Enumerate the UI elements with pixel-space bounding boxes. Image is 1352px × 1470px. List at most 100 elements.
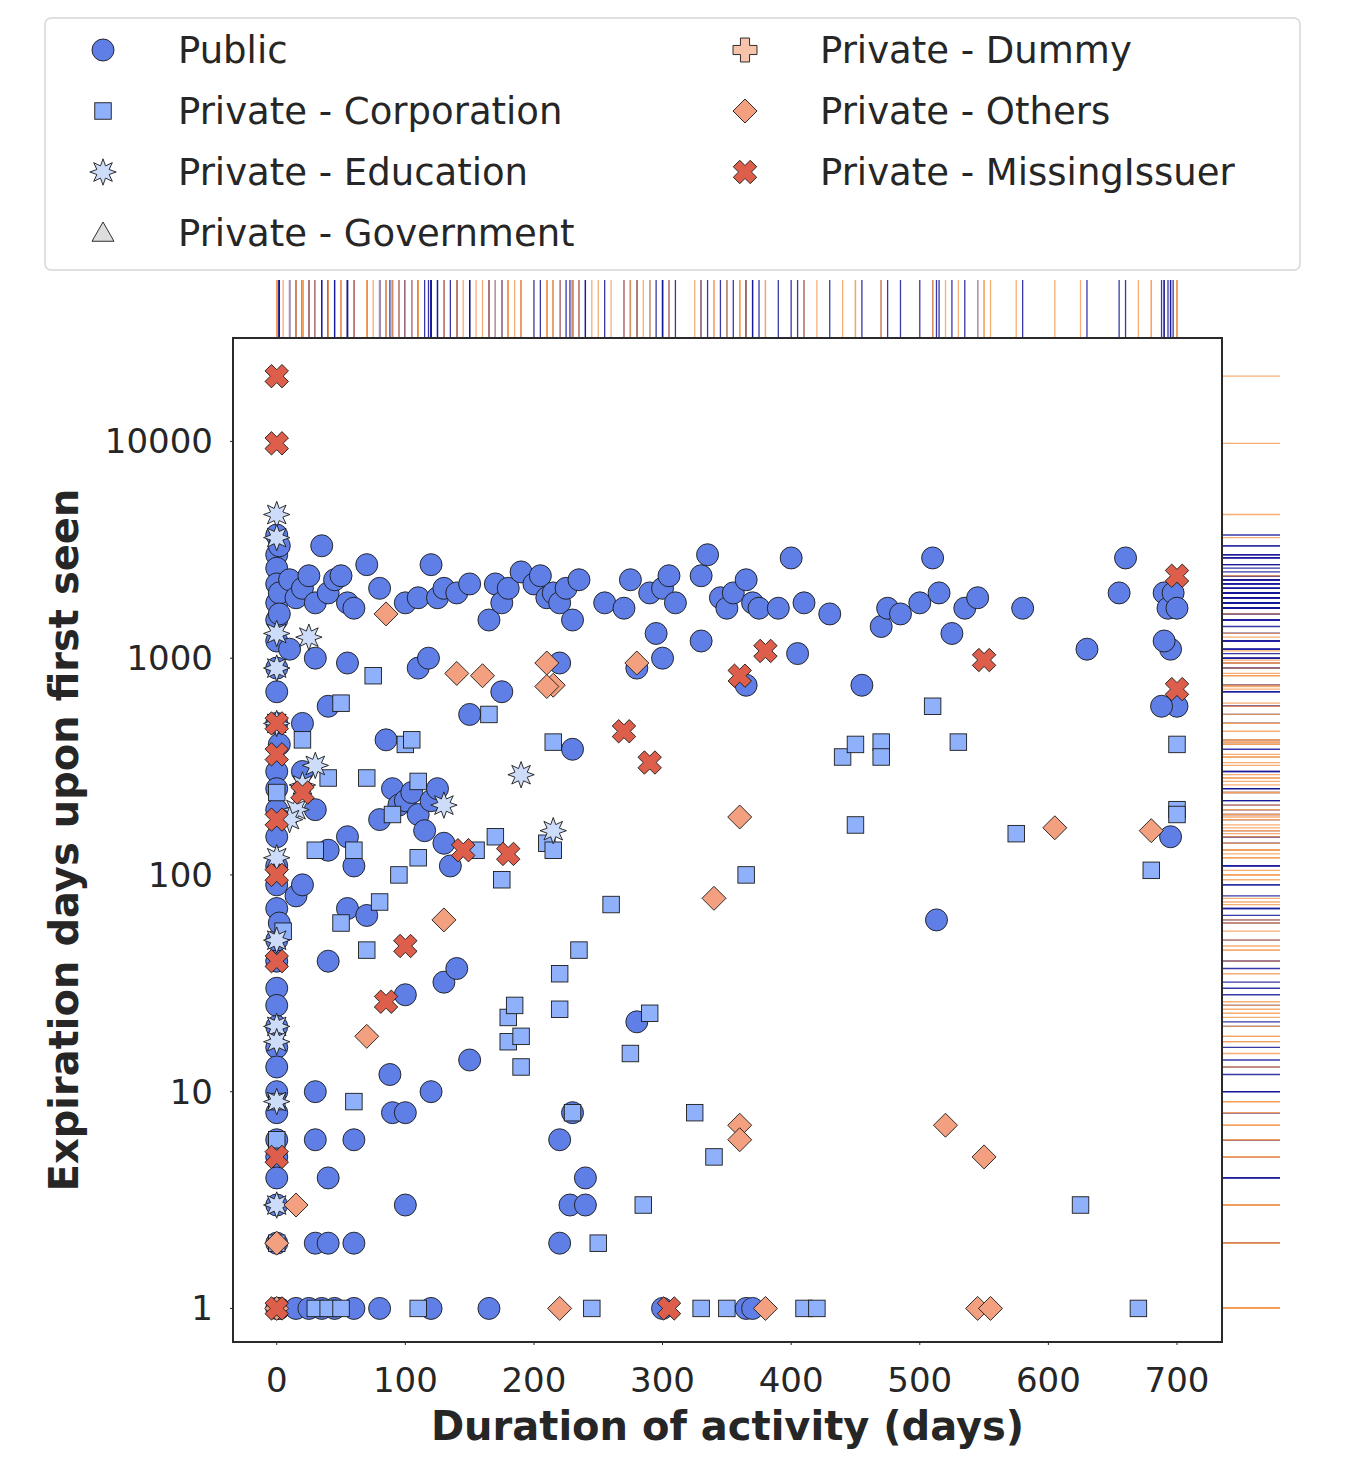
rug-tick	[1222, 597, 1280, 598]
legend-marker	[733, 99, 757, 123]
rug-tick	[276, 280, 277, 338]
rug-tick	[1222, 1009, 1280, 1010]
rug-right	[1222, 376, 1280, 1308]
rug-tick	[1222, 850, 1280, 851]
rug-tick	[276, 280, 277, 338]
rug-tick	[428, 280, 429, 338]
point	[279, 638, 301, 660]
point	[365, 667, 382, 684]
rug-tick	[881, 280, 882, 338]
rug-tick	[276, 280, 277, 338]
x-tick-label: 0	[266, 1360, 288, 1400]
rug-tick	[604, 280, 605, 338]
rug-tick	[1222, 557, 1280, 558]
point	[652, 647, 674, 669]
rug-tick	[1222, 557, 1280, 558]
rug-tick	[1163, 280, 1164, 338]
rug-tick	[1222, 1101, 1280, 1102]
x-tick-label: 700	[1145, 1360, 1210, 1400]
rug-tick	[1176, 280, 1177, 338]
point	[754, 639, 777, 662]
point	[584, 1300, 601, 1317]
rug-tick	[1222, 744, 1280, 745]
rug-tick	[328, 280, 329, 338]
point	[506, 997, 523, 1014]
rug-tick	[1222, 1139, 1280, 1140]
rug-tick	[276, 280, 277, 338]
rug-tick	[1222, 1112, 1280, 1113]
rug-tick	[1222, 608, 1280, 609]
point	[330, 565, 352, 587]
rug-tick	[443, 280, 444, 338]
rug-tick	[508, 280, 509, 338]
rug-tick	[1222, 1101, 1280, 1102]
rug-tick	[1222, 1204, 1280, 1205]
rug-tick	[1222, 961, 1280, 962]
rug-tick	[1222, 608, 1280, 609]
rug-tick	[1222, 592, 1280, 593]
rug-tick	[276, 280, 277, 338]
rug-tick	[1222, 1243, 1280, 1244]
rug-tick	[1222, 619, 1280, 620]
rug-tick	[276, 280, 277, 338]
point	[394, 1102, 416, 1124]
rug-tick	[1222, 865, 1280, 866]
rug-tick	[1222, 814, 1280, 815]
rug-tick	[1222, 673, 1280, 674]
rug-tick	[1222, 1074, 1280, 1075]
point	[950, 734, 967, 751]
rug-tick	[289, 280, 290, 338]
rug-tick	[276, 280, 277, 338]
point	[545, 734, 562, 751]
y-tick-label: 100	[148, 855, 213, 895]
rug-tick	[964, 280, 965, 338]
rug-tick	[1222, 667, 1280, 668]
rug-tick	[366, 280, 367, 338]
rug-tick	[1222, 662, 1280, 663]
rug-tick	[279, 280, 280, 338]
rug-tick	[1222, 774, 1280, 775]
rug-tick	[1222, 961, 1280, 962]
rug-tick	[1222, 741, 1280, 742]
rug-tick	[1222, 685, 1280, 686]
rug-tick	[1222, 714, 1280, 715]
rug-tick	[1222, 904, 1280, 905]
rug-tick	[700, 280, 701, 338]
rug-tick	[1222, 1308, 1280, 1309]
rug-tick	[1222, 675, 1280, 676]
rug-tick	[668, 280, 669, 338]
y-tick	[230, 1308, 233, 1309]
rug-tick	[1222, 749, 1280, 750]
rug-tick	[456, 280, 457, 338]
rug-tick	[752, 280, 753, 338]
point	[333, 695, 350, 712]
rug-tick	[1222, 771, 1280, 772]
rug-tick	[675, 280, 676, 338]
point	[264, 710, 290, 736]
rug-tick	[379, 280, 380, 338]
rug-tick	[1222, 870, 1280, 871]
point	[1166, 597, 1188, 619]
rug-tick	[1222, 1021, 1280, 1022]
rug-tick	[488, 280, 489, 338]
rug-tick	[1222, 739, 1280, 740]
rug-tick	[295, 280, 296, 338]
point	[549, 1232, 571, 1254]
rug-tick	[1161, 280, 1162, 338]
rug-tick	[1222, 545, 1280, 546]
rug-tick	[1222, 922, 1280, 923]
rug-tick	[1172, 280, 1173, 338]
rug-tick	[1222, 1112, 1280, 1113]
point	[513, 1059, 530, 1076]
rug-tick	[379, 280, 380, 338]
rug-tick	[1222, 1308, 1280, 1309]
rug-tick	[321, 280, 322, 338]
rug-tick	[1222, 723, 1280, 724]
legend-marker	[733, 160, 756, 183]
rug-top	[277, 280, 1177, 338]
point	[265, 743, 288, 766]
rug-tick	[1222, 949, 1280, 950]
rug-tick	[636, 280, 637, 338]
rug-tick	[328, 280, 329, 338]
point	[420, 1081, 442, 1103]
